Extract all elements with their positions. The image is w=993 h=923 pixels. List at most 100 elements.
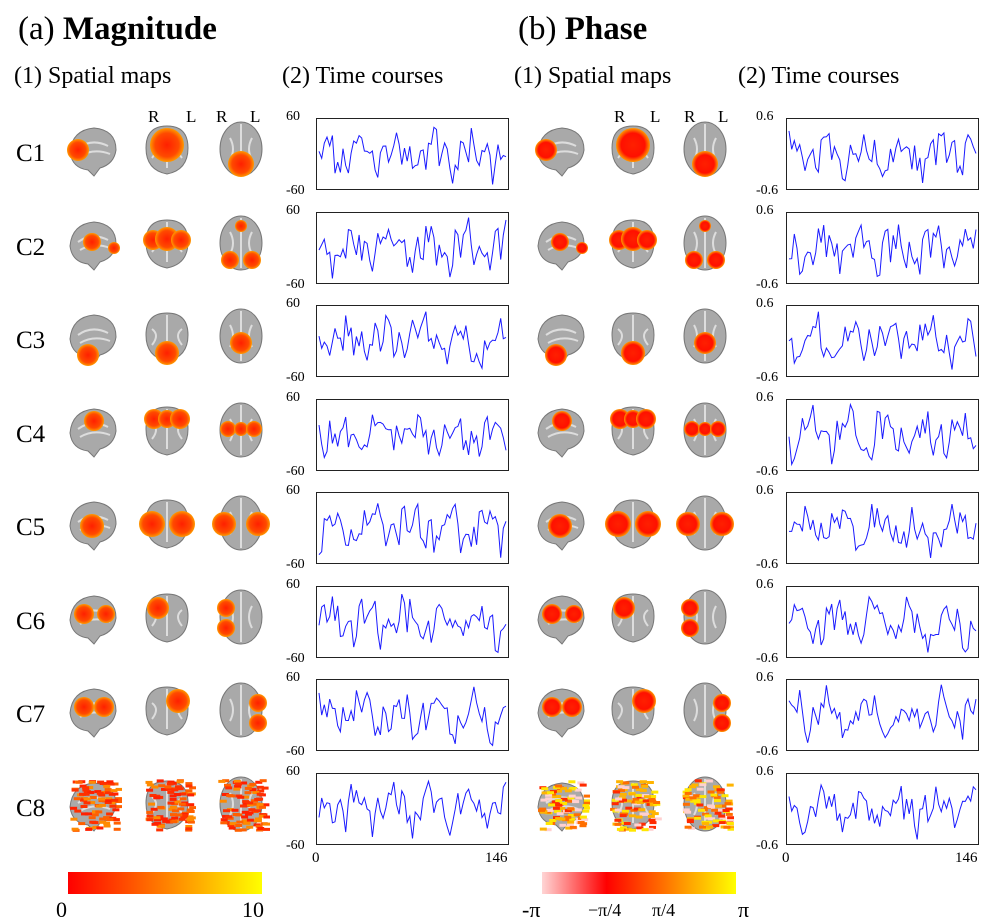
phase-sag-slice-6 xyxy=(532,586,590,653)
time-course-trace xyxy=(319,312,506,369)
phase-sag-slice-5 xyxy=(532,492,590,559)
magnitude-cor-slice-4 xyxy=(138,399,196,466)
magnitude-sag-slice-3 xyxy=(64,305,122,372)
phase-y-min-tick: -0.6 xyxy=(756,184,778,198)
time-course-trace xyxy=(789,504,976,558)
magnitude-ax-slice-5 xyxy=(212,492,270,559)
magnitude-y-max-tick: 60 xyxy=(286,671,300,685)
magnitude-time-course-5 xyxy=(316,492,509,564)
magnitude-colorbar xyxy=(68,872,262,894)
magnitude-y-max-tick: 60 xyxy=(286,110,300,124)
magnitude-y-max-tick: 60 xyxy=(286,391,300,405)
phase-y-max-tick: 0.6 xyxy=(756,484,774,498)
panel-a-prefix: (a) xyxy=(18,11,55,47)
time-course-trace xyxy=(789,224,976,276)
phase-ax-slice-7 xyxy=(676,679,734,746)
component-label: C4 xyxy=(16,421,45,449)
time-course-trace xyxy=(319,781,506,838)
phase-sag-slice-7 xyxy=(532,679,590,746)
time-course-trace xyxy=(789,404,976,464)
component-label: C6 xyxy=(16,608,45,636)
phase-cor-slice-4 xyxy=(604,399,662,466)
panel-a-time-label: (2) Time courses xyxy=(282,62,443,90)
phase-cor-slice-3 xyxy=(604,305,662,372)
magnitude-y-min-tick: -60 xyxy=(286,184,305,198)
magnitude-cor-slice-8 xyxy=(138,773,196,840)
phase-sag-slice-2 xyxy=(532,212,590,279)
magnitude-y-min-tick: -60 xyxy=(286,558,305,572)
phase-colorbar-tick-2: −π/4 xyxy=(588,898,621,922)
phase-time-course-4 xyxy=(786,399,979,471)
phase-y-min-tick: -0.6 xyxy=(756,839,778,853)
phase-cor-slice-6 xyxy=(604,586,662,653)
phase-colorbar-tick-3: π/4 xyxy=(652,898,675,922)
magnitude-ax-slice-6 xyxy=(212,586,270,653)
time-course-trace xyxy=(319,217,506,278)
phase-time-course-1 xyxy=(786,118,979,190)
phase-cor-slice-7 xyxy=(604,679,662,746)
time-course-trace xyxy=(319,414,506,457)
phase-y-max-tick: 0.6 xyxy=(756,391,774,405)
phase-y-max-tick: 0.6 xyxy=(756,204,774,218)
magnitude-cor-slice-5 xyxy=(138,492,196,559)
magnitude-ax-slice-4 xyxy=(212,399,270,466)
phase-cor-slice-5 xyxy=(604,492,662,559)
phase-cor-slice-2 xyxy=(604,212,662,279)
magnitude-y-max-tick: 60 xyxy=(286,765,300,779)
phase-y-min-tick: -0.6 xyxy=(756,745,778,759)
phase-cor-slice-8 xyxy=(604,773,662,840)
magnitude-y-max-tick: 60 xyxy=(286,484,300,498)
magnitude-cor-slice-6 xyxy=(138,586,196,653)
magnitude-colorbar-max: 10 xyxy=(242,898,264,922)
time-course-trace xyxy=(319,503,506,557)
phase-sag-slice-1 xyxy=(532,118,590,185)
magnitude-sag-slice-2 xyxy=(64,212,122,279)
magnitude-time-course-6 xyxy=(316,586,509,658)
phase-time-course-3 xyxy=(786,305,979,377)
x-axis-start-tick: 0 xyxy=(782,851,790,865)
time-course-trace xyxy=(789,131,976,183)
phase-y-min-tick: -0.6 xyxy=(756,371,778,385)
time-course-trace xyxy=(789,596,976,652)
x-axis-end-tick: 146 xyxy=(955,851,978,865)
x-axis-start-tick: 0 xyxy=(312,851,320,865)
component-label: C1 xyxy=(16,140,45,168)
magnitude-y-min-tick: -60 xyxy=(286,465,305,479)
phase-ax-slice-6 xyxy=(676,586,734,653)
phase-colorbar-tick-1: -π xyxy=(522,898,540,922)
time-course-trace xyxy=(789,312,976,370)
magnitude-y-max-tick: 60 xyxy=(286,204,300,218)
time-course-trace xyxy=(319,127,506,184)
time-course-trace xyxy=(789,785,976,839)
magnitude-cor-slice-2 xyxy=(138,212,196,279)
magnitude-ax-slice-1 xyxy=(212,118,270,185)
component-label: C2 xyxy=(16,234,45,262)
magnitude-y-max-tick: 60 xyxy=(286,297,300,311)
phase-y-min-tick: -0.6 xyxy=(756,652,778,666)
time-course-trace xyxy=(319,687,506,746)
panel-b-title: Phase xyxy=(565,11,648,47)
phase-y-max-tick: 0.6 xyxy=(756,578,774,592)
phase-y-max-tick: 0.6 xyxy=(756,297,774,311)
phase-colorbar xyxy=(542,872,736,894)
magnitude-time-course-1 xyxy=(316,118,509,190)
phase-colorbar-tick-4: π xyxy=(738,898,749,922)
magnitude-y-min-tick: -60 xyxy=(286,652,305,666)
magnitude-y-max-tick: 60 xyxy=(286,578,300,592)
phase-time-course-7 xyxy=(786,679,979,751)
phase-sag-slice-8 xyxy=(532,773,590,840)
phase-sag-slice-4 xyxy=(532,399,590,466)
component-label: C5 xyxy=(16,514,45,542)
magnitude-sag-slice-5 xyxy=(64,492,122,559)
phase-ax-slice-5 xyxy=(676,492,734,559)
magnitude-time-course-2 xyxy=(316,212,509,284)
phase-ax-slice-3 xyxy=(676,305,734,372)
magnitude-sag-slice-7 xyxy=(64,679,122,746)
magnitude-y-min-tick: -60 xyxy=(286,745,305,759)
phase-sag-slice-3 xyxy=(532,305,590,372)
phase-time-course-6 xyxy=(786,586,979,658)
phase-time-course-8 xyxy=(786,773,979,845)
magnitude-ax-slice-3 xyxy=(212,305,270,372)
phase-ax-slice-1 xyxy=(676,118,734,185)
magnitude-y-min-tick: -60 xyxy=(286,278,305,292)
